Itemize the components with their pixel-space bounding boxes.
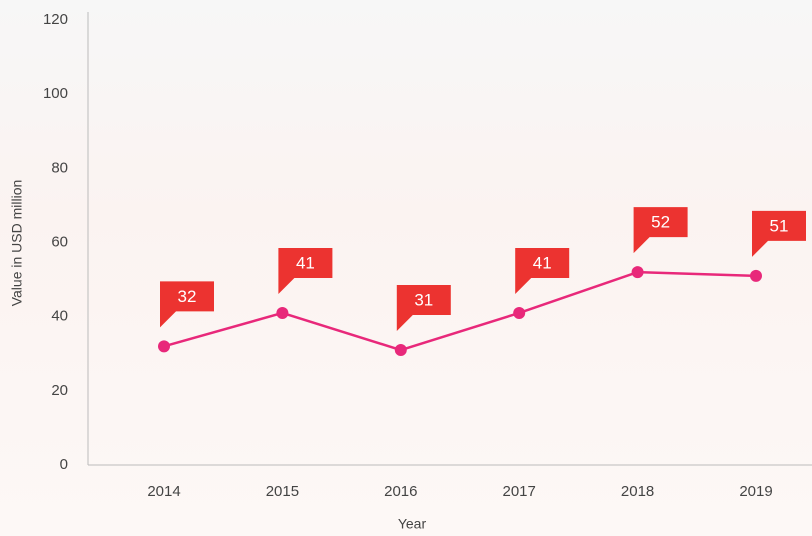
y-axis-label: Value in USD million: [9, 180, 25, 307]
callout: [752, 210, 806, 257]
y-tick-label: 80: [51, 159, 68, 176]
callout: [633, 207, 688, 254]
line: [163, 270, 757, 352]
y-tick-label: 60: [51, 233, 68, 250]
x-tick-label: 2015: [266, 483, 299, 500]
point: [631, 266, 644, 279]
point: [750, 269, 762, 282]
y-tick-label: 120: [43, 11, 68, 28]
data-label: 51: [770, 216, 789, 235]
y-tick-label: 20: [51, 382, 68, 399]
x-tick-label: 2019: [739, 483, 772, 500]
x-axis-label: Year: [398, 516, 427, 532]
point: [158, 340, 170, 353]
data-label: 41: [296, 253, 315, 272]
point: [394, 344, 407, 357]
data-label: 32: [178, 287, 197, 306]
callout: [278, 247, 333, 294]
data-label: 52: [651, 213, 670, 232]
x-tick-label: 2014: [147, 483, 180, 500]
y-tick-label: 100: [43, 85, 68, 102]
x-tick-label: 2018: [621, 483, 654, 500]
point: [276, 306, 289, 319]
y-tick-label: 0: [60, 456, 68, 473]
callout: [160, 281, 214, 328]
data-label: 31: [414, 291, 433, 310]
callout: [396, 285, 451, 332]
callout: [515, 247, 570, 294]
data-label: 41: [533, 253, 552, 272]
point: [513, 306, 526, 319]
x-tick-label: 2016: [384, 483, 417, 500]
y-tick-label: 40: [51, 308, 68, 325]
x-tick-label: 2017: [503, 483, 536, 500]
